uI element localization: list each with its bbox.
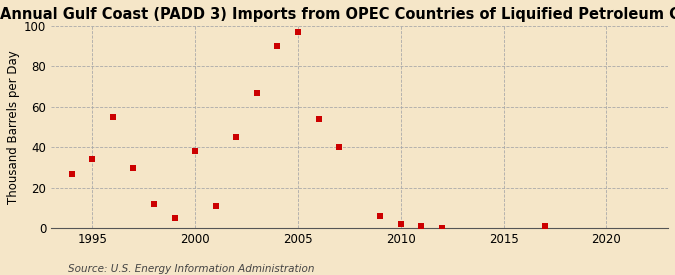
Point: [231, 135, 242, 139]
Point: [313, 117, 324, 121]
Point: [87, 157, 98, 162]
Point: [292, 30, 303, 34]
Text: Source: U.S. Energy Information Administration: Source: U.S. Energy Information Administ…: [68, 264, 314, 274]
Point: [333, 145, 344, 150]
Point: [437, 226, 448, 230]
Title: Annual Gulf Coast (PADD 3) Imports from OPEC Countries of Liquified Petroleum Ga: Annual Gulf Coast (PADD 3) Imports from …: [0, 7, 675, 22]
Point: [190, 149, 200, 153]
Point: [375, 214, 385, 218]
Point: [66, 171, 77, 176]
Point: [539, 224, 550, 228]
Point: [211, 204, 221, 208]
Point: [148, 202, 159, 206]
Point: [416, 224, 427, 228]
Point: [396, 222, 406, 226]
Point: [169, 216, 180, 220]
Y-axis label: Thousand Barrels per Day: Thousand Barrels per Day: [7, 50, 20, 204]
Point: [272, 44, 283, 48]
Point: [251, 90, 262, 95]
Point: [128, 165, 139, 170]
Point: [107, 115, 118, 119]
